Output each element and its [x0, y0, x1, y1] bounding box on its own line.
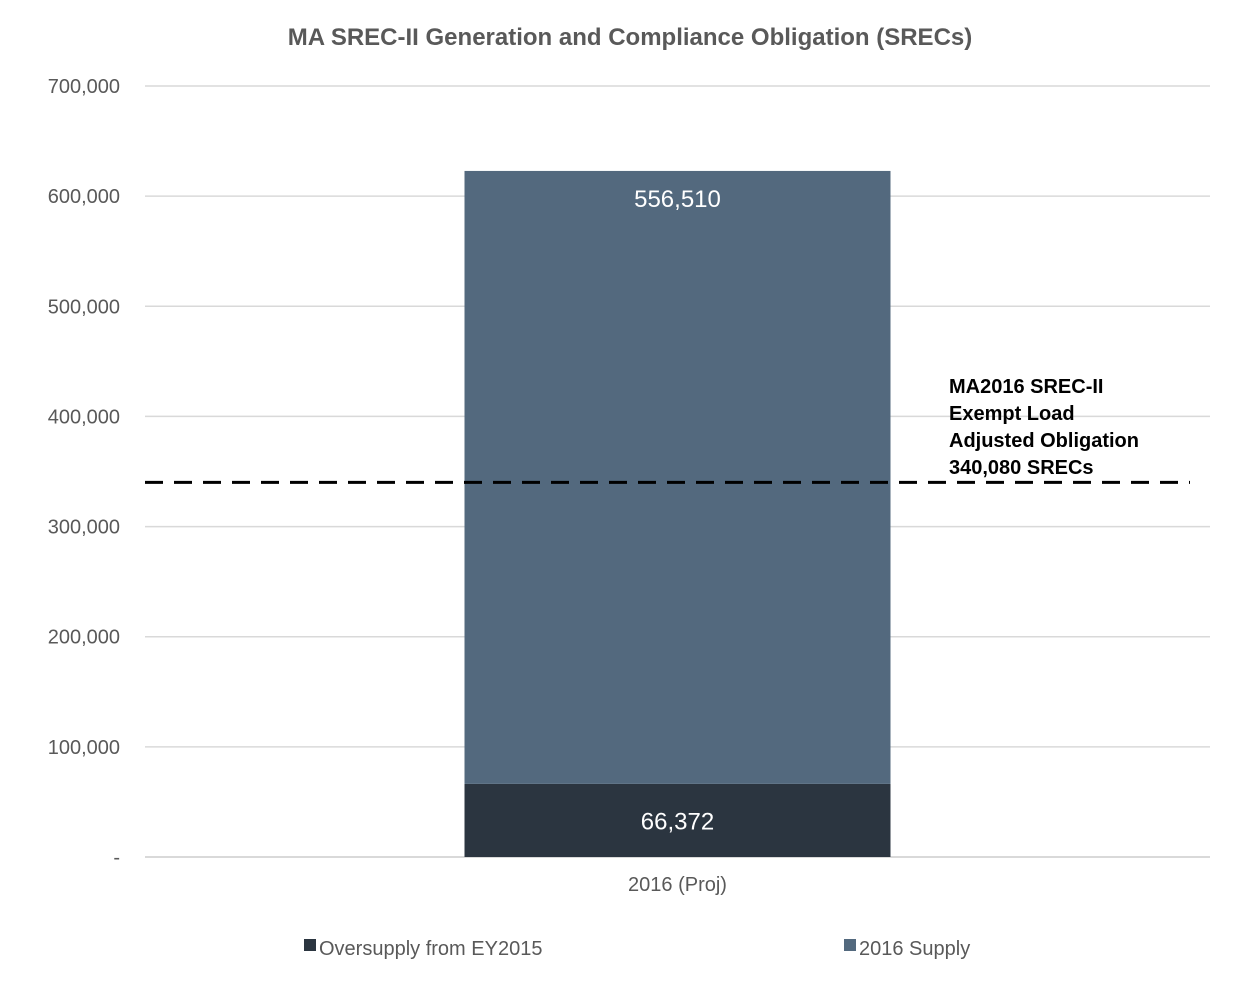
y-tick-label: 200,000 — [48, 627, 120, 649]
reference-line-label: 340,080 SRECs — [949, 457, 1094, 479]
reference-line-label: MA2016 SREC-II — [949, 376, 1104, 398]
legend-swatch — [844, 939, 856, 951]
reference-line-group: MA2016 SREC-II Exempt Load Adjusted Obliga… — [145, 376, 1190, 484]
legend: Oversupply from EY2015 2016 Supply — [304, 938, 970, 960]
y-tick-label: 500,000 — [48, 296, 120, 318]
chart-title: MA SREC-II Generation and Compliance Obl… — [288, 24, 973, 51]
legend-swatch — [304, 939, 316, 951]
bar-segment — [464, 170, 891, 784]
bar-segment — [464, 783, 891, 857]
bars: 66,372 556,510 — [464, 170, 891, 857]
y-tick-label: 300,000 — [48, 517, 120, 539]
y-tick-label: 600,000 — [48, 186, 120, 208]
y-tick-label: 700,000 — [48, 76, 120, 98]
legend-label: Oversupply from EY2015 — [319, 938, 542, 960]
reference-line-label: Exempt Load — [949, 403, 1075, 425]
y-tick-label: 100,000 — [48, 737, 120, 759]
x-axis-ticks: 2016 (Proj) — [628, 874, 727, 896]
y-tick-label: - — [113, 847, 120, 869]
data-label: 556,510 — [634, 186, 721, 213]
reference-line-label: Adjusted Obligation — [949, 430, 1139, 452]
y-axis-ticks: - 100,000 200,000 300,000 400,000 500,000 600,… — [48, 76, 120, 869]
x-tick-label: 2016 (Proj) — [628, 874, 727, 896]
y-tick-label: 400,000 — [48, 406, 120, 428]
data-label: 66,372 — [641, 808, 714, 835]
legend-label: 2016 Supply — [859, 938, 970, 960]
